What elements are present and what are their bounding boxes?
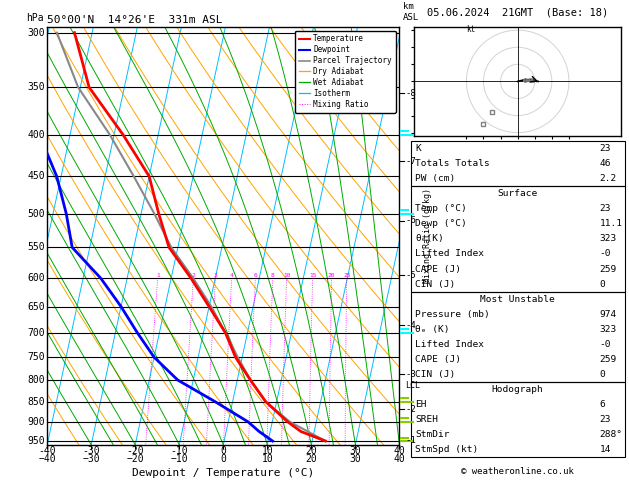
Text: 20: 20 [328,273,335,278]
Text: -1: -1 [405,436,416,445]
Text: 2.2: 2.2 [599,174,616,183]
Text: 259: 259 [599,355,616,364]
Text: 25: 25 [343,273,350,278]
Text: hPa: hPa [26,13,43,22]
Text: 700: 700 [28,328,45,338]
Text: CIN (J): CIN (J) [415,370,455,379]
Text: 6: 6 [599,400,605,409]
Text: 0: 0 [599,370,605,379]
Text: 23: 23 [599,415,611,424]
Text: 50°00'N  14°26'E  331m ASL: 50°00'N 14°26'E 331m ASL [47,15,223,25]
Text: -6: -6 [405,216,416,225]
Text: 288°: 288° [599,430,623,439]
Text: SREH: SREH [415,415,438,424]
Text: 900: 900 [28,417,45,427]
Legend: Temperature, Dewpoint, Parcel Trajectory, Dry Adiabat, Wet Adiabat, Isotherm, Mi: Temperature, Dewpoint, Parcel Trajectory… [295,31,396,113]
Text: 323: 323 [599,234,616,243]
Text: CAPE (J): CAPE (J) [415,355,461,364]
Text: 500: 500 [28,208,45,219]
Text: 259: 259 [599,264,616,274]
Text: -3: -3 [405,370,416,379]
Text: 10: 10 [283,273,291,278]
Text: 14: 14 [599,445,611,454]
X-axis label: Dewpoint / Temperature (°C): Dewpoint / Temperature (°C) [132,468,314,478]
Text: 2: 2 [191,273,195,278]
Text: 850: 850 [28,397,45,407]
Text: 8: 8 [271,273,275,278]
Text: © weatheronline.co.uk: © weatheronline.co.uk [461,467,574,476]
Text: -4: -4 [405,321,416,330]
Text: -7: -7 [405,156,416,166]
Text: 23: 23 [599,204,611,213]
Text: EH: EH [415,400,426,409]
Text: 3: 3 [214,273,218,278]
Text: 450: 450 [28,171,45,181]
Text: 974: 974 [599,310,616,319]
Text: K: K [415,144,421,153]
Text: 10: 10 [262,446,273,456]
Text: Lifted Index: Lifted Index [415,249,484,259]
Text: θₑ(K): θₑ(K) [415,234,444,243]
Text: 05.06.2024  21GMT  (Base: 18): 05.06.2024 21GMT (Base: 18) [427,7,608,17]
Text: 1: 1 [156,273,160,278]
Text: -30: -30 [82,446,100,456]
Text: -2: -2 [405,404,416,414]
Text: CAPE (J): CAPE (J) [415,264,461,274]
Text: -0: -0 [599,340,611,349]
Text: 950: 950 [28,436,45,446]
Text: km
ASL: km ASL [403,2,419,22]
Text: 300: 300 [28,28,45,38]
Text: 650: 650 [28,301,45,312]
Text: 20: 20 [306,446,317,456]
Text: -5: -5 [405,271,416,280]
Text: StmSpd (kt): StmSpd (kt) [415,445,479,454]
Text: -20: -20 [126,446,144,456]
Text: Temp (°C): Temp (°C) [415,204,467,213]
Text: Lifted Index: Lifted Index [415,340,484,349]
Text: PW (cm): PW (cm) [415,174,455,183]
Text: Pressure (mb): Pressure (mb) [415,310,490,319]
Text: 40: 40 [394,446,405,456]
Text: 400: 400 [28,130,45,139]
Text: -10: -10 [170,446,188,456]
Text: 750: 750 [28,352,45,362]
Text: Most Unstable: Most Unstable [481,295,555,304]
Text: 6: 6 [253,273,257,278]
Text: -0: -0 [599,249,611,259]
Text: 23: 23 [599,144,611,153]
Text: 0: 0 [599,279,605,289]
Text: Totals Totals: Totals Totals [415,159,490,168]
Text: -40: -40 [38,446,56,456]
Text: 30: 30 [350,446,361,456]
Text: -8: -8 [405,89,416,98]
Text: StmDir: StmDir [415,430,450,439]
Text: LCL: LCL [405,381,420,390]
Text: Surface: Surface [498,189,538,198]
Text: CIN (J): CIN (J) [415,279,455,289]
Text: 323: 323 [599,325,616,334]
Text: 350: 350 [28,82,45,92]
Text: kt: kt [467,25,476,34]
Text: Hodograph: Hodograph [492,385,543,394]
Text: 11.1: 11.1 [599,219,623,228]
Text: Mixing Ratio (g/kg): Mixing Ratio (g/kg) [423,188,432,283]
Text: 0: 0 [220,446,226,456]
Text: 800: 800 [28,375,45,385]
Text: θₑ (K): θₑ (K) [415,325,450,334]
Text: 550: 550 [28,243,45,252]
Text: 600: 600 [28,273,45,283]
Text: 4: 4 [230,273,233,278]
Text: 46: 46 [599,159,611,168]
Text: 15: 15 [309,273,316,278]
Text: Dewp (°C): Dewp (°C) [415,219,467,228]
